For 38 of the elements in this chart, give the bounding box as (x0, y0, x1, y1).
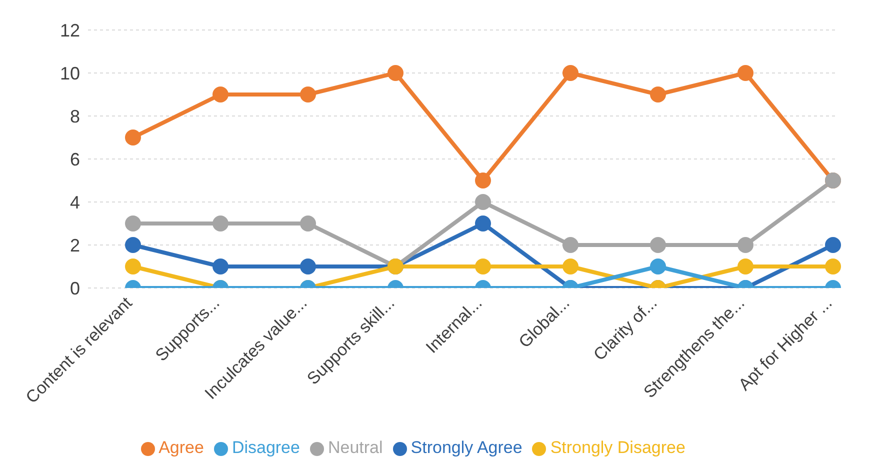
point (650, 258, 666, 274)
legend-label: Neutral (328, 438, 383, 457)
y-tick-label: 6 (70, 149, 80, 170)
point (825, 258, 841, 274)
point (562, 65, 578, 81)
point (738, 65, 754, 81)
point (212, 258, 228, 274)
point (125, 130, 141, 146)
y-tick-label: 0 (70, 278, 80, 298)
point (388, 65, 404, 81)
point (475, 172, 491, 188)
point (300, 258, 316, 274)
y-tick-label: 2 (70, 235, 80, 256)
point (475, 216, 491, 232)
y-tick-label: 12 (60, 20, 80, 40)
legend-label: Strongly Disagree (550, 438, 686, 457)
point (125, 216, 141, 232)
legend-label: Strongly Agree (410, 438, 522, 457)
point (825, 237, 841, 253)
point (650, 237, 666, 253)
point (125, 258, 141, 274)
legend-label: Agree (158, 438, 204, 457)
y-tick-label: 10 (60, 63, 80, 84)
point (300, 86, 316, 102)
point (738, 258, 754, 274)
y-tick-label: 4 (70, 192, 80, 212)
point (475, 194, 491, 210)
point (562, 237, 578, 253)
y-tick-label: 8 (70, 106, 80, 126)
point (212, 216, 228, 232)
point (475, 258, 491, 274)
point (562, 258, 578, 274)
point (212, 86, 228, 102)
point (125, 237, 141, 253)
legend-label: Disagree (232, 438, 300, 457)
point (650, 86, 666, 102)
point (738, 237, 754, 253)
point (300, 216, 316, 232)
